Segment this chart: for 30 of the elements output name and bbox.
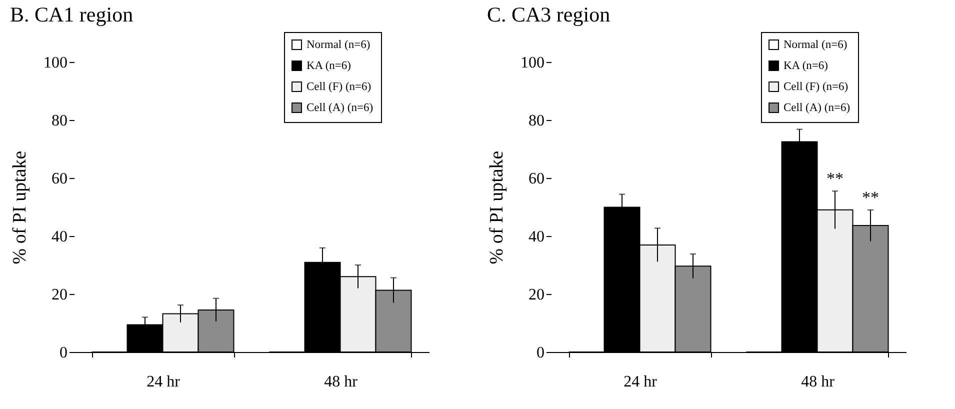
legend-label: Normal (n=6) (306, 38, 370, 51)
y-tick-label: 0 (60, 344, 68, 362)
y-tick-label: 100 (44, 54, 68, 72)
y-tick-label: 20 (52, 286, 68, 304)
x-tick-label: 48 hr (801, 374, 836, 390)
y-tick-label: 100 (520, 54, 544, 72)
y-tick-label: 60 (52, 170, 68, 188)
annotation: ** (826, 169, 844, 188)
y-tick-label: 20 (528, 286, 544, 304)
legend-label: KA (n=6) (306, 60, 352, 72)
legend-label: Cell (F) (n=6) (784, 80, 848, 93)
y-tick-label: 80 (528, 112, 544, 130)
y-tick-label: 60 (528, 170, 544, 188)
chart-title: C. CA3 region (487, 2, 611, 26)
y-tick-label: 80 (52, 112, 68, 130)
y-tick-label: 40 (52, 228, 68, 246)
legend-label: Cell (A) (n=6) (306, 102, 374, 114)
y-axis-title: % of PI uptake (10, 150, 30, 264)
legend-label: KA (n=6) (784, 60, 828, 72)
x-tick-label: 24 hr (146, 374, 181, 390)
chart-title: B. CA1 region (10, 2, 134, 26)
legend-label: Cell (A) (n=6) (784, 102, 850, 114)
annotation: ** (862, 188, 879, 207)
y-tick-label: 40 (528, 228, 544, 246)
x-tick-label: 24 hr (624, 374, 658, 390)
x-tick-label: 48 hr (324, 374, 358, 390)
legend-label: Normal (n=6) (784, 38, 848, 51)
legend-label: Cell (F) (n=6) (306, 80, 372, 93)
y-tick-label: 0 (536, 344, 544, 362)
y-axis-title: % of PI uptake (486, 150, 508, 264)
